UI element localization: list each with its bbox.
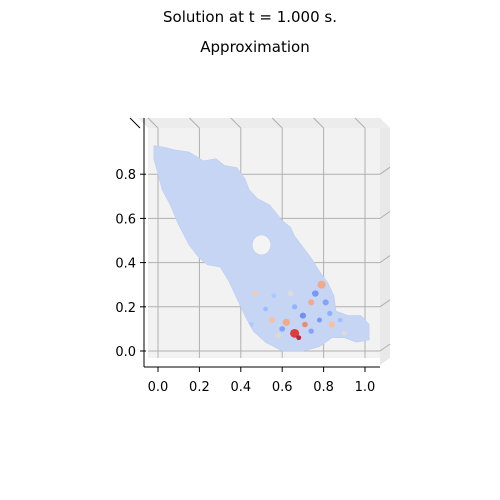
top-pane xyxy=(138,118,390,128)
hot-patch xyxy=(302,321,308,328)
hot-patch xyxy=(290,328,300,338)
corner-edge xyxy=(129,117,141,129)
cold-patch xyxy=(299,312,307,319)
cold-patch xyxy=(279,326,286,332)
domain-hole xyxy=(251,234,272,256)
cold-patch xyxy=(327,310,333,317)
hot-patch xyxy=(268,316,276,324)
cold-patch xyxy=(322,299,329,306)
hot-patch xyxy=(317,280,326,289)
y-tick-label: 0.6 xyxy=(115,212,136,227)
surface-mesh xyxy=(153,145,370,352)
hot-patch xyxy=(328,321,336,328)
hot-patch xyxy=(252,290,259,297)
y-tick-label: 0.8 xyxy=(115,168,136,183)
x-tick-label: 0.4 xyxy=(230,380,251,395)
y-gridline-side xyxy=(379,255,391,264)
x-tick-label: 0.6 xyxy=(272,380,293,395)
x-gridline-top xyxy=(230,117,242,129)
hot-patch xyxy=(275,332,281,339)
y-tick-label: 0.0 xyxy=(115,345,136,360)
y-tick-label: 0.2 xyxy=(115,301,136,316)
side-pane xyxy=(380,118,390,365)
y-gridline-side xyxy=(379,343,391,352)
cold-patch xyxy=(337,317,343,323)
axis-edges xyxy=(129,117,380,368)
cold-patch xyxy=(312,290,319,297)
x-gridline-top xyxy=(147,117,159,129)
surface-color-patches xyxy=(248,280,347,341)
hot-patch xyxy=(282,318,291,326)
cold-patch xyxy=(316,317,322,323)
hot-patch xyxy=(308,299,315,306)
hot-patch xyxy=(341,330,347,336)
x-tick-label: 0.0 xyxy=(148,380,169,395)
x-gridline-top xyxy=(189,117,200,129)
figure-suptitle: Solution at t = 1.000 s. xyxy=(163,8,337,26)
x-tick-label: 0.2 xyxy=(189,380,210,395)
hot-patch xyxy=(287,290,294,297)
cold-patch xyxy=(271,293,277,299)
y-gridline-side xyxy=(379,166,391,175)
hot-patch xyxy=(296,335,302,341)
axes-title: Approximation xyxy=(200,38,310,56)
x-tick-label: 1.0 xyxy=(355,380,376,395)
cold-patch xyxy=(263,306,269,312)
x-tick-label: 0.8 xyxy=(313,380,334,395)
x-ticks: 0.0 0.2 0.4 0.6 0.8 1.0 xyxy=(148,367,376,395)
y-gridline-side xyxy=(379,299,391,308)
x-gridline-top xyxy=(271,117,283,129)
cold-patch xyxy=(308,328,314,334)
y-gridline-side xyxy=(379,210,391,219)
x-gridline-top xyxy=(313,117,324,129)
cold-patch xyxy=(291,304,298,310)
y-tick-label: 0.4 xyxy=(115,257,136,272)
y-ticks: 0.0 0.2 0.4 0.6 0.8 xyxy=(115,168,146,360)
x-gridline-top xyxy=(354,117,366,129)
